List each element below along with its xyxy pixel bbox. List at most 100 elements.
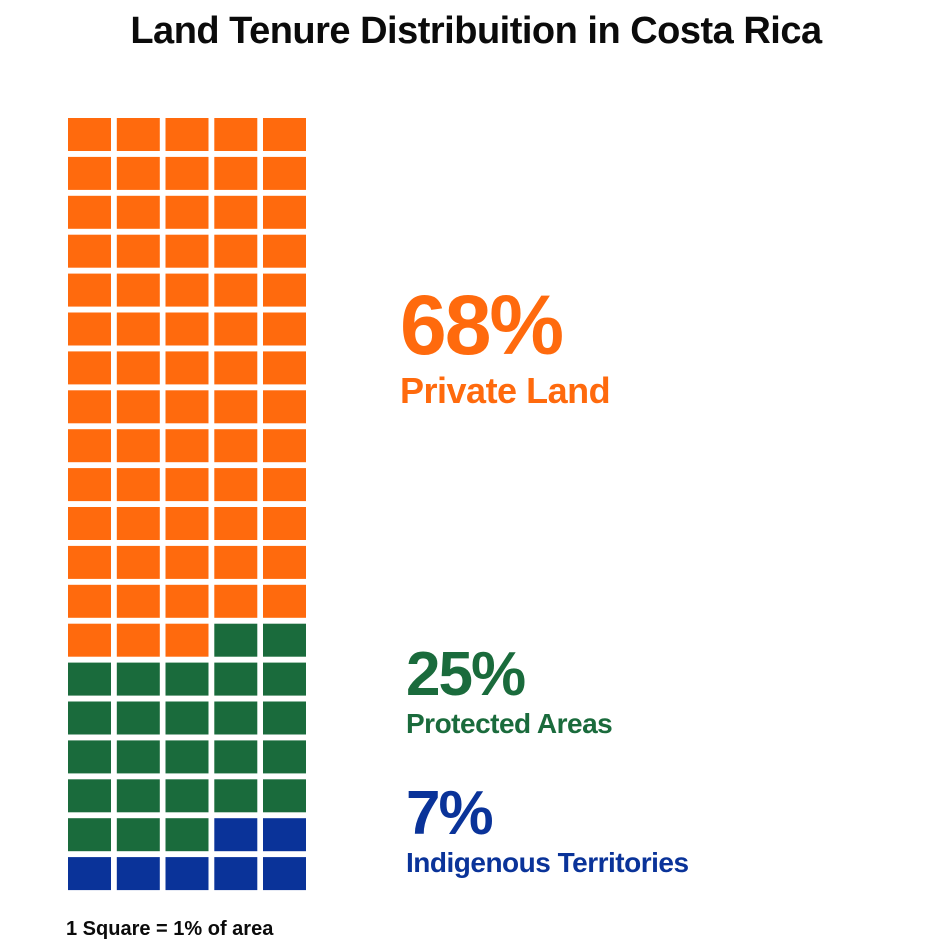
waffle-square-private-land — [263, 545, 306, 579]
private-land-percent: 68% — [400, 278, 564, 372]
waffle-square-private-land — [116, 584, 160, 618]
waffle-square-protected-areas — [165, 662, 209, 696]
waffle-square-private-land — [165, 156, 209, 190]
indigenous-territories-label: Indigenous Territories — [406, 847, 689, 878]
waffle-square-private-land — [116, 507, 160, 540]
waffle-square-protected-areas — [165, 779, 209, 813]
waffle-square-private-land — [68, 468, 111, 502]
waffle-square-private-land — [263, 118, 306, 151]
waffle-square-private-land — [68, 584, 111, 618]
waffle-square-private-land — [68, 156, 111, 190]
waffle-square-private-land — [116, 156, 160, 190]
waffle-square-private-land — [214, 507, 258, 540]
waffle-square-protected-areas — [214, 662, 258, 696]
waffle-square-protected-areas — [214, 623, 258, 657]
waffle-square-indigenous-territories — [263, 818, 306, 852]
waffle-square-private-land — [165, 273, 209, 307]
waffle-square-protected-areas — [263, 662, 306, 696]
waffle-square-private-land — [263, 390, 306, 424]
waffle-square-private-land — [263, 312, 306, 346]
waffle-square-private-land — [214, 312, 258, 346]
waffle-square-private-land — [116, 623, 160, 657]
waffle-square-private-land — [68, 390, 111, 424]
waffle-square-private-land — [214, 351, 258, 385]
waffle-square-indigenous-territories — [214, 818, 258, 852]
waffle-square-protected-areas — [68, 818, 111, 852]
waffle-square-indigenous-territories — [214, 857, 258, 891]
waffle-square-private-land — [68, 351, 111, 385]
waffle-square-private-land — [68, 545, 111, 579]
waffle-square-private-land — [263, 351, 306, 385]
waffle-square-protected-areas — [214, 779, 258, 813]
waffle-square-private-land — [214, 273, 258, 307]
waffle-square-protected-areas — [116, 701, 160, 735]
waffle-square-private-land — [68, 195, 111, 229]
waffle-square-private-land — [165, 118, 209, 151]
waffle-square-private-land — [165, 623, 209, 657]
waffle-square-private-land — [214, 234, 258, 268]
waffle-square-private-land — [116, 429, 160, 463]
waffle-square-private-land — [214, 468, 258, 502]
waffle-square-private-land — [165, 468, 209, 502]
waffle-square-protected-areas — [214, 740, 258, 774]
waffle-square-private-land — [214, 545, 258, 579]
waffle-square-protected-areas — [116, 662, 160, 696]
waffle-square-private-land — [214, 584, 258, 618]
waffle-square-private-land — [116, 468, 160, 502]
private-land-label: Private Land — [400, 370, 611, 411]
unit-note: 1 Square = 1% of area — [66, 918, 274, 940]
waffle-square-protected-areas — [68, 779, 111, 813]
waffle-square-private-land — [263, 507, 306, 540]
waffle-square-protected-areas — [165, 818, 209, 852]
waffle-square-private-land — [263, 468, 306, 502]
waffle-square-private-land — [165, 584, 209, 618]
waffle-square-private-land — [263, 156, 306, 190]
waffle-square-private-land — [116, 351, 160, 385]
waffle-square-private-land — [165, 351, 209, 385]
waffle-square-private-land — [165, 507, 209, 540]
waffle-square-private-land — [68, 507, 111, 540]
waffle-square-private-land — [68, 118, 111, 151]
protected-areas-label: Protected Areas — [406, 708, 613, 739]
waffle-square-private-land — [165, 195, 209, 229]
waffle-square-protected-areas — [68, 740, 111, 774]
waffle-square-indigenous-territories — [263, 857, 306, 891]
waffle-square-private-land — [68, 234, 111, 268]
legend-private-land: 68% Private Land — [400, 278, 611, 411]
waffle-square-protected-areas — [68, 662, 111, 696]
waffle-square-protected-areas — [165, 740, 209, 774]
waffle-square-protected-areas — [68, 701, 111, 735]
waffle-square-private-land — [214, 118, 258, 151]
waffle-square-private-land — [165, 312, 209, 346]
waffle-square-protected-areas — [263, 701, 306, 735]
waffle-square-private-land — [68, 273, 111, 307]
waffle-square-indigenous-territories — [116, 857, 160, 891]
waffle-square-private-land — [116, 545, 160, 579]
waffle-square-private-land — [165, 429, 209, 463]
chart-title: Land Tenure Distribuition in Costa Rica — [130, 10, 822, 52]
waffle-square-private-land — [165, 390, 209, 424]
waffle-square-private-land — [116, 195, 160, 229]
waffle-square-private-land — [116, 118, 160, 151]
waffle-square-private-land — [214, 195, 258, 229]
waffle-square-private-land — [116, 273, 160, 307]
waffle-square-protected-areas — [263, 740, 306, 774]
legend-protected-areas: 25% Protected Areas — [406, 644, 613, 739]
waffle-square-protected-areas — [165, 701, 209, 735]
waffle-square-protected-areas — [214, 701, 258, 735]
waffle-square-private-land — [116, 312, 160, 346]
waffle-square-private-land — [214, 156, 258, 190]
waffle-square-private-land — [68, 312, 111, 346]
waffle-square-protected-areas — [116, 779, 160, 813]
waffle-square-protected-areas — [116, 740, 160, 774]
waffle-square-private-land — [68, 623, 111, 657]
waffle-square-private-land — [68, 429, 111, 463]
waffle-square-private-land — [214, 390, 258, 424]
waffle-square-private-land — [116, 234, 160, 268]
waffle-square-private-land — [214, 429, 258, 463]
legend-indigenous-territories: 7% Indigenous Territories — [406, 783, 689, 877]
waffle-square-indigenous-territories — [68, 857, 111, 891]
waffle-square-protected-areas — [263, 623, 306, 657]
waffle-square-private-land — [263, 195, 306, 229]
